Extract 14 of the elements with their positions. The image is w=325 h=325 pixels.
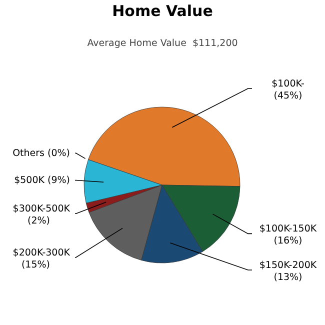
data-label: (15%) [21, 259, 50, 270]
slice-label: $100K- [272, 78, 304, 90]
data-label: (2%) [28, 216, 50, 227]
chart-title: Home Value [112, 2, 213, 20]
data-label: (16%) [274, 236, 302, 247]
data-label: (13%) [274, 272, 302, 283]
legend-label: Others (0%) [12, 148, 70, 160]
chart-subtitle: Average Home Value $111,200 [87, 38, 238, 49]
data-label: (45%) [274, 90, 302, 102]
slice-label: $300K-500K [12, 204, 71, 215]
slice-label: $100K-150K [259, 224, 318, 235]
slice-label: $200K-300K [12, 247, 71, 258]
slice-label: $500K (9%) [14, 175, 70, 186]
slice-label: $150K-200K [259, 260, 318, 271]
